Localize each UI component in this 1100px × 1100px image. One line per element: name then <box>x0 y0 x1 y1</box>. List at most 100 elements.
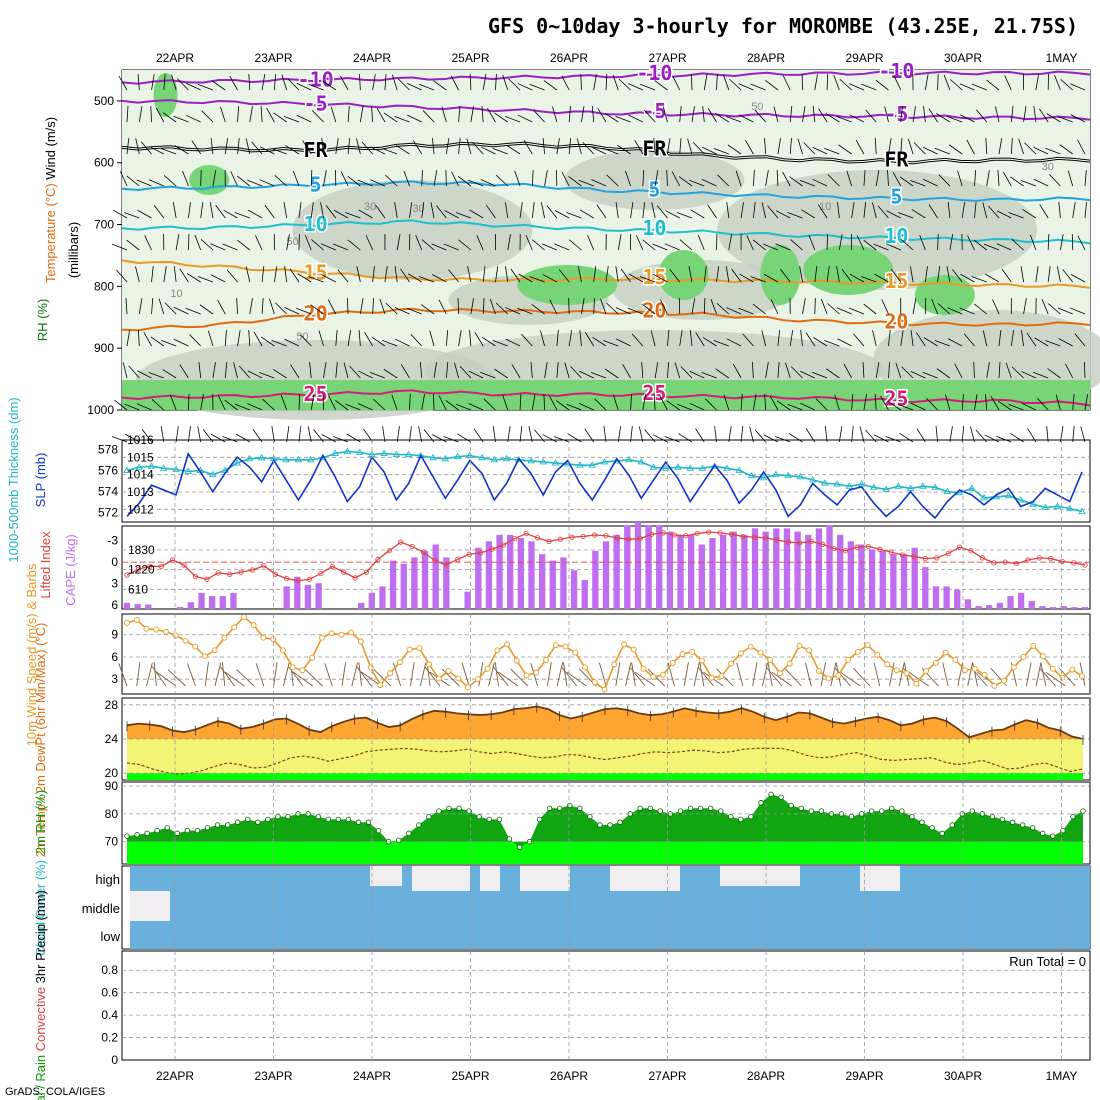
cape-bar <box>570 570 578 609</box>
wind-barb <box>540 202 545 219</box>
rh-point <box>285 813 291 820</box>
wind-barb <box>372 266 375 283</box>
wind-barb <box>838 144 852 155</box>
wind-barb <box>525 235 533 251</box>
tick-label: 24 <box>105 732 119 746</box>
y-axis-label-part: Total / Rain <box>33 1051 48 1100</box>
wind-barb <box>615 662 621 687</box>
wind-barb <box>290 364 300 379</box>
wind-barb <box>909 266 914 283</box>
cape-bar <box>794 531 801 609</box>
wind-barb <box>959 307 975 315</box>
wind-barb <box>775 243 791 251</box>
wind-barb <box>998 330 1002 347</box>
thickness-line-point <box>772 470 780 478</box>
wind-speed-line-point <box>660 671 666 678</box>
wind-barb <box>171 74 177 91</box>
wind-barb <box>963 333 975 347</box>
lifted-index-point <box>808 538 814 545</box>
rh-point <box>929 825 935 831</box>
lifted-index-point <box>591 532 598 538</box>
wind-barb <box>429 330 435 347</box>
wind-barb <box>697 235 705 251</box>
rh-point <box>1009 819 1016 825</box>
wind-barb <box>396 426 400 443</box>
wind-barb <box>136 403 152 411</box>
wind-speed-line-point <box>582 664 588 671</box>
tick-label: 90 <box>105 779 119 793</box>
wind-barb <box>631 662 636 687</box>
cape-bar <box>964 599 972 609</box>
wind-barb <box>740 202 744 219</box>
wind-barb <box>826 266 830 283</box>
cape-bar <box>932 586 940 609</box>
x-tick-label-top: 28APR <box>747 51 785 65</box>
wind-barb <box>740 394 743 411</box>
thickness-line-point <box>392 450 401 458</box>
wind-barb <box>1060 234 1064 251</box>
wind-barb <box>992 299 1000 315</box>
cape-bar <box>123 602 131 609</box>
wind-barb <box>485 204 496 219</box>
wind-barb <box>438 395 447 411</box>
tick-label: low <box>100 929 120 944</box>
wind-barb <box>997 170 1000 187</box>
wind-barb <box>702 106 705 123</box>
wind-barb <box>913 142 926 155</box>
wind-barb <box>636 235 644 251</box>
tick-label: 20 <box>105 766 119 780</box>
wind-barb <box>519 202 523 219</box>
wind-barb <box>528 426 533 443</box>
thickness-line-point <box>698 464 707 471</box>
wind-barb <box>286 234 290 251</box>
wind-barb <box>237 330 241 347</box>
wind-barb <box>284 266 288 283</box>
wind-barb <box>997 400 1012 411</box>
wind-barb <box>714 426 717 443</box>
cape-bar <box>879 550 886 609</box>
wind-barb <box>448 269 459 283</box>
wind-barb <box>347 239 361 251</box>
wind-barb <box>481 106 484 123</box>
upper-air-panel: 3050103050103050-10-10-10-5-5-5FRFRFR555… <box>87 57 1100 443</box>
wind-barb <box>323 362 327 379</box>
lifted-index-point <box>888 549 894 555</box>
wind-barb <box>949 426 953 443</box>
wind-barb <box>751 362 754 379</box>
lifted-index-point <box>443 562 449 568</box>
rh-point <box>546 805 553 811</box>
cape-bar <box>783 528 791 609</box>
wind-barb <box>579 370 594 379</box>
wind-barb <box>642 239 656 251</box>
wind-barb <box>1056 266 1061 283</box>
tick-label: 80 <box>105 807 119 821</box>
thickness-line-point <box>759 473 768 481</box>
wind-barb <box>985 394 988 411</box>
thickness-line-point <box>1029 500 1037 507</box>
cape-bar <box>517 538 525 609</box>
cape-bar <box>581 579 588 609</box>
slp-line <box>126 452 1083 520</box>
wind-barb <box>749 426 754 443</box>
wind-barb <box>556 362 559 379</box>
wind-barb <box>818 108 828 123</box>
wind-barb <box>494 662 499 687</box>
wind-barb <box>549 299 558 315</box>
wind-barb <box>777 362 780 379</box>
wind-barb <box>309 362 312 379</box>
wind-barb <box>1046 426 1049 443</box>
wind-barb <box>286 426 290 443</box>
lifted-index-point <box>512 535 518 542</box>
wind-barb <box>679 138 682 155</box>
wind-barb <box>1034 337 1049 347</box>
thickness-line-point <box>588 461 597 468</box>
cape-bar <box>560 557 567 609</box>
wind-barb <box>580 73 582 91</box>
wind-barb <box>628 114 644 123</box>
wind-barb <box>923 106 926 123</box>
wind-barb <box>1010 176 1024 187</box>
wind-barb <box>284 338 300 347</box>
wind-barb <box>347 175 361 187</box>
wind-barb <box>375 204 386 219</box>
cape-bar <box>1081 607 1089 609</box>
